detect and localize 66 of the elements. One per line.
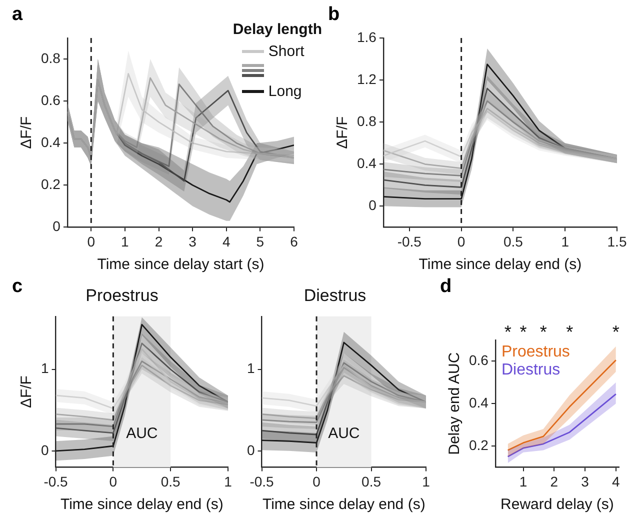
x-tick-label: 0.5: [160, 473, 181, 490]
y-tick-label: 0.8: [356, 112, 377, 129]
band-label: AUC: [126, 425, 158, 442]
x-tick-label: 2: [550, 473, 558, 490]
x-tick-label: 0: [457, 233, 466, 250]
text: a: [12, 4, 23, 26]
x-tick-label: -0.5: [250, 473, 274, 490]
annotation: *: [540, 322, 547, 342]
y-tick-label: 1: [40, 360, 49, 376]
x-tick-label: 1: [121, 233, 130, 250]
y-axis-title: Delay end AUC: [446, 352, 464, 455]
y-tick-label: 0: [368, 197, 377, 214]
x-axis-title: Time since delay end (s): [262, 496, 426, 514]
annotation: *: [504, 322, 512, 342]
x-axis-title: Time since delay end (s): [418, 256, 582, 274]
text: Diestrus: [501, 361, 560, 378]
x-tick-label: 4: [222, 233, 230, 250]
y-tick-label: 1.6: [356, 28, 377, 45]
legend-label: Short: [268, 42, 304, 60]
x-axis-title: Time since delay start (s): [97, 256, 264, 274]
x-tick-label: 6: [290, 233, 298, 250]
x-tick-label: 0: [312, 473, 321, 490]
x-tick-label: 2: [154, 233, 163, 250]
x-tick-label: 1: [561, 233, 570, 250]
x-tick-label: 3: [188, 233, 197, 250]
x-tick-label: 5: [256, 233, 264, 250]
x-tick-label: 1: [422, 473, 430, 490]
x-axis-title: Reward delay (s): [500, 496, 614, 514]
annotation: *: [520, 322, 527, 342]
x-tick-label: 0: [87, 233, 96, 250]
y-tick-label: 0.2: [40, 176, 61, 192]
x-tick-label: -0.5: [397, 233, 422, 250]
y-axis-title: ΔF/F: [334, 116, 352, 149]
y-axis-title: ΔF/F: [18, 116, 36, 149]
x-tick-label: 4: [612, 473, 620, 490]
x-tick-label: 1.5: [607, 233, 627, 250]
y-tick-label: 0.4: [468, 394, 489, 410]
x-axis-title: Time since delay end (s): [60, 496, 224, 514]
y-tick-label: 0.4: [40, 134, 61, 150]
chart-title: Proestrus: [86, 286, 158, 305]
y-tick-label: 0: [52, 218, 61, 234]
annotation: *: [566, 322, 574, 342]
legend-label: Long: [268, 82, 302, 100]
y-tick-label: 0.4: [356, 154, 377, 171]
annotation: *: [612, 322, 620, 342]
x-tick-label: 0.5: [362, 473, 382, 490]
x-tick-label: -0.5: [44, 473, 68, 490]
text: c: [12, 276, 23, 298]
text: Proestrus: [501, 343, 570, 360]
x-tick-label: 0.5: [503, 233, 524, 250]
text: d: [440, 276, 452, 298]
y-axis-title: ΔF/F: [18, 376, 36, 408]
legend-title: Delay length: [232, 21, 322, 38]
y-tick-label: 0.8: [40, 50, 61, 66]
text: b: [328, 4, 340, 26]
x-tick-label: 0: [109, 473, 118, 490]
y-tick-label: 0.2: [468, 436, 489, 453]
x-tick-label: 3: [581, 473, 590, 490]
band-label: AUC: [328, 425, 360, 442]
x-tick-label: 1: [224, 473, 232, 490]
y-tick-label: 0: [40, 442, 49, 458]
y-tick-label: 0.6: [40, 92, 61, 108]
y-tick-label: 1.2: [356, 70, 377, 87]
y-tick-label: 0.6: [468, 352, 489, 368]
x-tick-label: 1: [519, 473, 528, 490]
chart-title: Diestrus: [304, 286, 366, 305]
